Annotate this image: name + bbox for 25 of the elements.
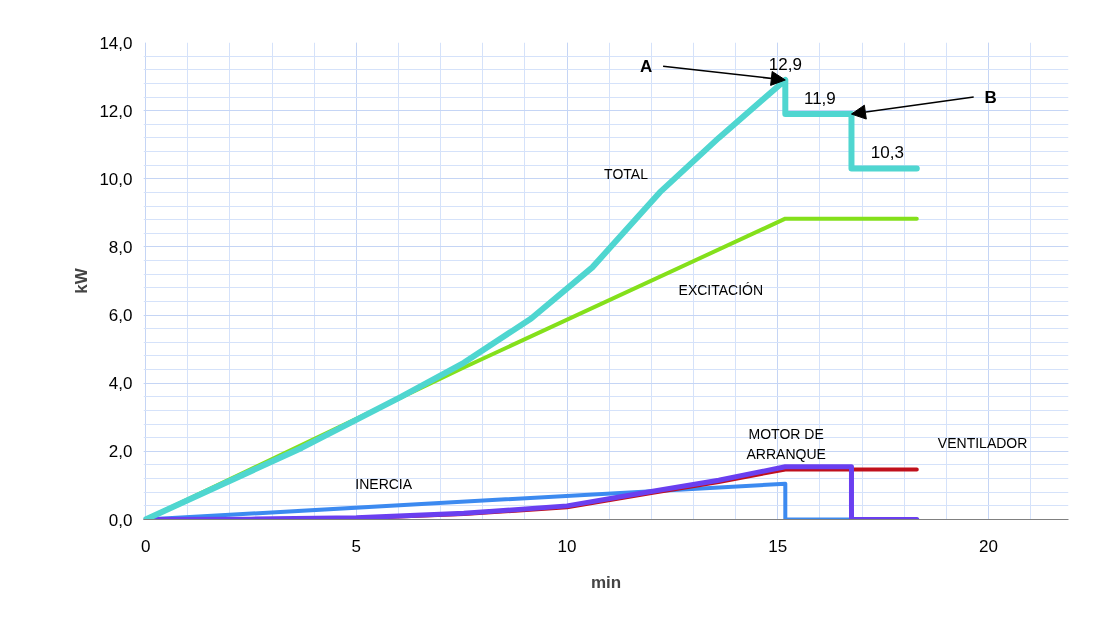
- series-label: INERCIA: [355, 476, 413, 493]
- annotation: B: [984, 87, 997, 107]
- annotation: 12,9: [768, 54, 802, 74]
- y-tick-label: 10,0: [99, 169, 133, 189]
- x-tick-label: 20: [978, 536, 998, 556]
- y-tick-label: 0,0: [108, 510, 133, 530]
- x-axis-title: min: [590, 572, 622, 592]
- series-label: EXCITACIÓN: [678, 282, 764, 299]
- x-tick-label: 15: [768, 536, 788, 556]
- y-tick-label: 2,0: [108, 442, 133, 462]
- annotation: A: [640, 56, 653, 76]
- y-tick-label: 4,0: [108, 374, 133, 394]
- y-tick-label: 6,0: [108, 306, 133, 326]
- y-tick-label: 14,0: [99, 33, 133, 53]
- series-label: TOTAL: [604, 166, 649, 183]
- y-tick-label: 12,0: [99, 101, 133, 121]
- y-tick-label: 8,0: [108, 237, 133, 257]
- series-label: VENTILADOR: [937, 435, 1028, 452]
- annotation: 11,9: [803, 88, 836, 108]
- x-tick-label: 0: [140, 536, 151, 556]
- x-tick-label: 5: [351, 536, 362, 556]
- x-tick-label: 10: [557, 536, 577, 556]
- series-label: MOTOR DE ARRANQUE: [746, 426, 826, 462]
- y-axis-title: kW: [72, 267, 92, 294]
- annotation: 10,3: [870, 143, 904, 163]
